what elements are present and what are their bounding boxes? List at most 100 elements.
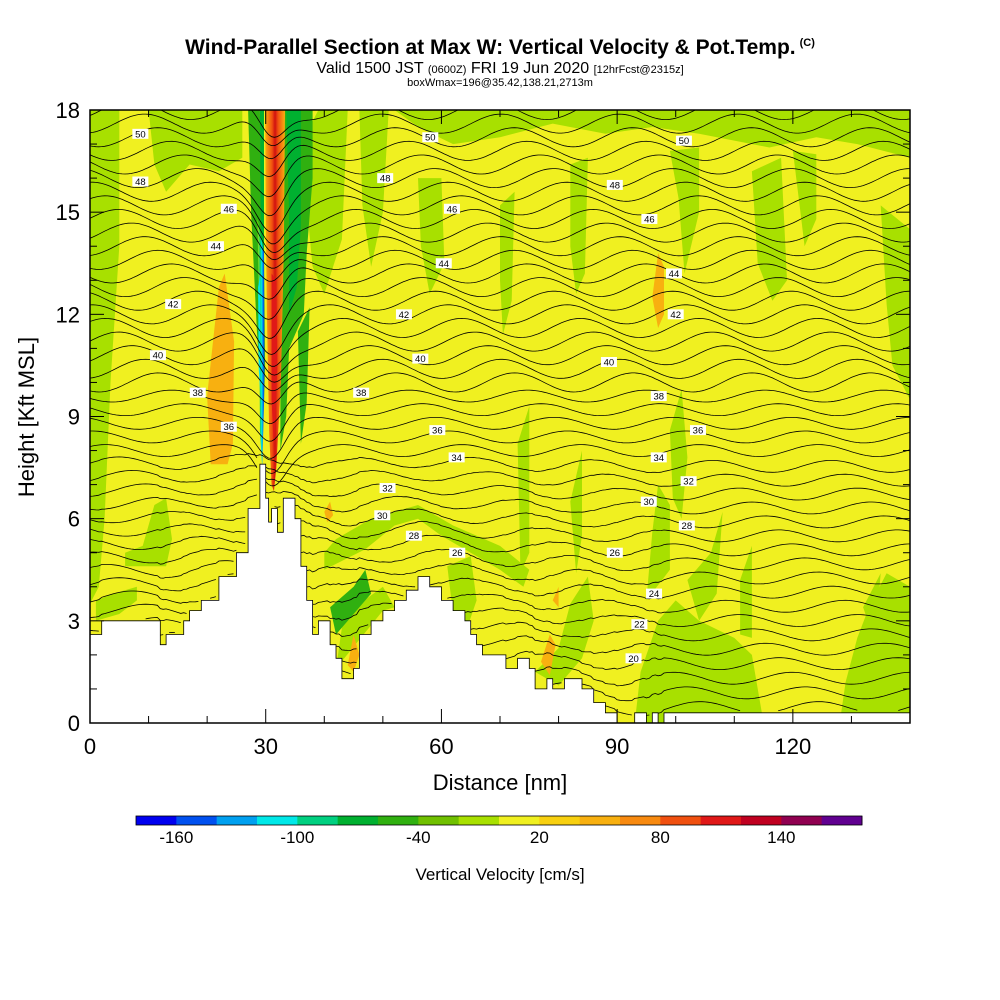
theta-contour-line (605, 705, 632, 716)
contour-label-bg (165, 299, 182, 310)
theta-contour-line (294, 504, 910, 529)
chart-subtitle-2: boxWmax=196@35.42,138.21,2713m (407, 77, 593, 89)
contour-label-bg (600, 357, 617, 368)
theta-contour-line (90, 389, 910, 424)
theta-contour-line (482, 635, 910, 656)
weak-downdraft-region (90, 110, 120, 604)
contour-label-bg (448, 452, 465, 463)
colorbar-tick-label: 140 (767, 828, 795, 847)
weak-downdraft-region (863, 573, 881, 642)
contour-label: 44 (211, 242, 222, 253)
theta-contour-line (90, 547, 237, 565)
y-tick-label: 12 (56, 302, 80, 327)
contour-label-bg (353, 387, 370, 398)
colorbar-swatch (499, 816, 540, 825)
theta-contour-line (90, 195, 910, 245)
contour-label-bg (665, 268, 682, 279)
weak-updraft-region (652, 253, 664, 328)
theta-contour-line (90, 629, 99, 632)
contour-label-bg (680, 476, 697, 487)
y-tick-label: 9 (68, 405, 80, 430)
downdraft-core-cyan (258, 273, 261, 397)
theta-contour-line (90, 494, 258, 511)
theta-contour-line (90, 249, 910, 282)
y-axis-label: Height [Kft MSL] (14, 337, 39, 497)
colorbar-swatch (378, 816, 419, 825)
colorbar-swatch (337, 816, 379, 825)
contour-label: 48 (380, 174, 391, 185)
colorbar-swatch (216, 816, 258, 825)
theta-contour-line (90, 331, 910, 376)
theta-contour-line (90, 535, 246, 550)
weak-downdraft-region (394, 110, 910, 158)
theta-contour-line (90, 222, 910, 261)
theta-contour-labels: 50 50 50 48 48 48 46 46 46 44 44 44 42 42 42 40 40 40 38 38… (132, 128, 706, 665)
contour-label: 32 (382, 484, 393, 495)
weak-downdraft-region (634, 600, 764, 723)
contour-label: 46 (447, 204, 458, 215)
contour-label-bg (405, 530, 422, 541)
colorbar-swatch (458, 816, 500, 825)
theta-contour-line (265, 430, 910, 474)
weak-downdraft-region (95, 586, 137, 621)
theta-contour-line (90, 590, 199, 604)
theta-contour-line (90, 430, 258, 459)
colorbar-frame (135, 815, 863, 826)
theta-contour-line (209, 596, 217, 599)
chart-title: Wind-Parallel Section at Max W: Vertical… (185, 36, 815, 59)
theta-contour-line (160, 634, 164, 636)
theta-contour-line (90, 168, 910, 217)
theta-contour-line (464, 607, 910, 627)
theta-contour-line (90, 263, 910, 300)
theta-contour-line (778, 701, 858, 712)
contour-label-bg (374, 510, 391, 521)
contour-label-bg (435, 258, 452, 269)
weak-downdraft-region (839, 573, 910, 723)
theta-contour-line (300, 548, 910, 571)
theta-contour-line (312, 602, 392, 621)
contour-label-bg (449, 547, 466, 558)
contour-label-bg (422, 132, 439, 143)
weak-downdraft-region (669, 389, 688, 519)
contour-label: 42 (399, 310, 410, 321)
contour-label-bg (631, 619, 648, 630)
weak-downdraft-region (517, 406, 530, 574)
contour-label: 38 (192, 388, 203, 399)
chart-subtitle: Valid 1500 JST (0600Z) FRI 19 Jun 2020 [… (316, 60, 684, 77)
weak-downdraft-region (324, 505, 530, 587)
colorbar-swatch (660, 816, 702, 825)
weak-downdraft-region (751, 157, 787, 301)
weak-downdraft-region (646, 484, 670, 601)
contour-label-bg (650, 391, 667, 402)
contour-label: 26 (610, 548, 621, 559)
colorbar-swatch (821, 816, 863, 825)
theta-contour-line (90, 560, 234, 579)
contour-label-bg (132, 128, 149, 139)
weak-downdraft-region (570, 157, 588, 294)
y-tick-label: 15 (56, 200, 80, 225)
contour-label-bg (646, 588, 663, 599)
colorbar-tick-label: -100 (280, 828, 314, 847)
theta-contour-line (341, 670, 351, 674)
contour-label-bg (377, 173, 394, 184)
theta-contour-line (300, 520, 910, 543)
contour-label-bg (641, 213, 658, 224)
theta-contour-line (90, 277, 910, 320)
y-tick-label: 6 (68, 507, 80, 532)
theta-contour-line (90, 154, 910, 198)
theta-contour-line (265, 444, 910, 487)
colorbar-tick-label: 80 (651, 828, 670, 847)
theta-contour-line (429, 577, 910, 600)
contour-label: 20 (628, 654, 639, 665)
theta-contour-line (277, 522, 281, 525)
contour-label-bg (606, 547, 623, 558)
colorbar-swatch (700, 816, 742, 825)
contour-label: 26 (452, 548, 463, 559)
x-tick-label: 0 (84, 734, 96, 759)
weak-downdraft-region (792, 150, 817, 247)
theta-contour-line (581, 683, 910, 702)
contour-label-bg (689, 425, 706, 436)
y-tick-label: 18 (56, 98, 80, 123)
theta-contour-line (265, 491, 910, 515)
